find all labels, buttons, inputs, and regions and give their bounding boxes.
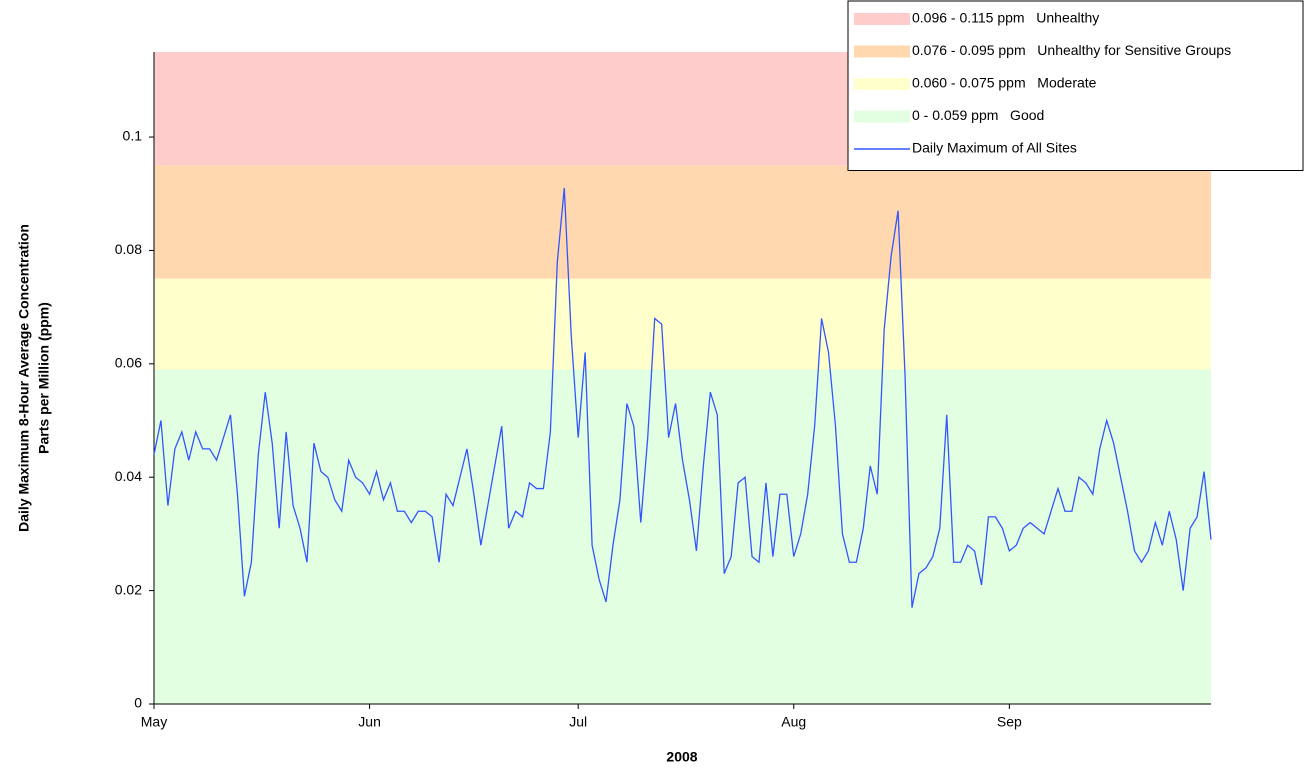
x-tick-label: May [141, 714, 167, 730]
legend-swatch [854, 110, 910, 123]
legend-label: Daily Maximum of All Sites [912, 140, 1077, 156]
legend-label: 0.096 - 0.115 ppm Unhealthy [912, 10, 1099, 26]
legend-swatch [854, 78, 910, 90]
x-tick-label: Jul [569, 714, 587, 730]
legend-label: 0 - 0.059 ppm Good [912, 107, 1044, 123]
legend-swatch [854, 45, 910, 58]
band [154, 369, 1211, 704]
y-axis-title-line: Daily Maximum 8-Hour Average Concentrati… [16, 224, 32, 532]
y-tick-label: 0.08 [115, 241, 142, 257]
y-tick-label: 0.02 [115, 581, 142, 597]
y-tick-label: 0.06 [115, 355, 142, 371]
y-tick-label: 0 [134, 695, 142, 711]
legend-swatch [854, 13, 910, 25]
x-tick-label: Jun [358, 714, 381, 730]
x-tick-label: Aug [781, 714, 806, 730]
x-axis-title: 2008 [666, 749, 697, 765]
legend: 0.096 - 0.115 ppm Unhealthy 0.076 - 0.095… [847, 0, 1304, 171]
y-axis-title: Daily Maximum 8-Hour Average Concentrati… [16, 224, 52, 532]
band [154, 165, 1211, 279]
y-axis-title-line: Parts per Million (ppm) [36, 302, 52, 454]
y-tick-label: 0.1 [123, 128, 143, 144]
legend-label: 0.076 - 0.095 ppm Unhealthy for Sensitiv… [912, 42, 1231, 58]
x-tick-label: Sep [997, 714, 1022, 730]
legend-label: 0.060 - 0.075 ppm Moderate [912, 75, 1097, 91]
y-tick-label: 0.04 [115, 468, 142, 484]
data-line [153, 188, 1212, 608]
band [154, 278, 1211, 370]
legend-box [847, 0, 1304, 171]
